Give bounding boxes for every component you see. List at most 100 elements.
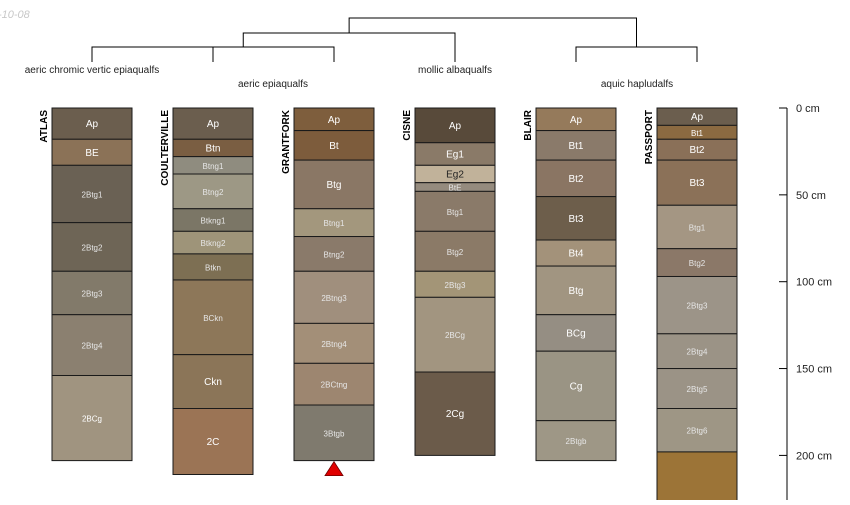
- horizon-grantfork-2bctng: [293, 362, 375, 406]
- horizon-coulterville-ckn: [172, 354, 254, 410]
- horizon-cisne-eg1-label: Eg1: [446, 150, 464, 161]
- horizon-cisne-2bcg-label: 2BCg: [445, 331, 465, 340]
- horizon-blair-bt3-label: Bt3: [568, 214, 583, 225]
- horizon-atlas-be: [51, 138, 133, 166]
- horizon-atlas-2btg2-label: 2Btg2: [82, 243, 103, 252]
- horizon-blair-2btgb: [535, 420, 617, 462]
- horizon-grantfork-bt: [293, 130, 375, 161]
- profile-passport: Ap Bt1 Bt2 Bt3 Btg1 Btg2 2Btg3 2Btg4 2Btg5 2Btg6 P…: [644, 107, 738, 505]
- horizon-coulterville-btkn-label: Btkn: [205, 263, 221, 272]
- group-label-aeric-epiaqualfs: aeric epiaqualfs: [238, 79, 308, 90]
- depth-tick-label: 150 cm: [796, 364, 832, 376]
- horizon-cisne-eg2-label: Eg2: [446, 170, 464, 181]
- horizon-grantfork-2btng4-label: 2Btng4: [321, 340, 347, 349]
- horizon-atlas-2btg2: [51, 222, 133, 272]
- horizon-blair-cg-label: Cg: [570, 381, 583, 392]
- horizon-cisne-ap-label: Ap: [449, 121, 462, 132]
- taxonomic-group-labels: aeric chromic vertic epiaqualfs aeric epi…: [25, 65, 673, 90]
- horizon-coulterville-bckn: [172, 279, 254, 356]
- horizon-grantfork-2btng3-label: 2Btng3: [321, 294, 347, 303]
- horizon-grantfork-3btgb: [293, 404, 375, 462]
- horizon-coulterville-bckn-label: BCkn: [203, 314, 223, 323]
- horizon-passport-2btg5: [656, 368, 738, 410]
- group-label-aeric-chromic-vertic-epiaqualfs: aeric chromic vertic epiaqualfs: [25, 65, 160, 76]
- horizon-atlas-2bcg: [51, 374, 133, 462]
- horizon-atlas-be-label: BE: [85, 148, 99, 159]
- horizon-coulterville-btkn: [172, 253, 254, 281]
- truncation-marker: [324, 460, 344, 477]
- horizon-passport-btg1-label: Btg1: [689, 223, 706, 232]
- horizon-coulterville-btkng1-label: Btkng1: [201, 217, 226, 226]
- profile-id-blair: BLAIR: [523, 109, 534, 140]
- horizon-cisne-btg1: [414, 190, 496, 232]
- horizon-coulterville-btng1-label: Btng1: [203, 162, 224, 171]
- horizon-atlas-ap-label: Ap: [86, 119, 99, 130]
- profile-id-coulterville: COULTERVILLE: [160, 110, 171, 186]
- horizon-cisne-2cg: [414, 371, 496, 456]
- group-label-aquic-hapludalfs: aquic hapludalfs: [601, 79, 673, 90]
- group-label-mollic-albaqualfs: mollic albaqualfs: [418, 65, 492, 76]
- horizon-atlas-2btg3: [51, 270, 133, 316]
- horizon-grantfork-btg: [293, 159, 375, 210]
- horizon-passport-btg2-label: Btg2: [689, 259, 706, 268]
- horizon-passport-bt2-label: Bt2: [689, 145, 704, 156]
- profile-grantfork: Ap Bt Btg Btng1 Btng2 2Btng3 2Btng4 2BCtng 3Btgb…: [281, 107, 375, 477]
- horizon-cisne-2cg-label: 2Cg: [446, 409, 464, 420]
- profile-cisne: Ap Eg1 Eg2 BtE Btg1 Btg2 2Btg3 2BCg 2Cg CISNE: [402, 107, 496, 456]
- horizon-passport-ap-label: Ap: [691, 112, 704, 123]
- horizon-atlas-2btg3-label: 2Btg3: [82, 289, 103, 298]
- horizon-passport-layer-10: [656, 451, 738, 505]
- dendrogram-link: [575, 46, 698, 62]
- profile-blair: Ap Bt1 Bt2 Bt3 Bt4 Btg BCg Cg 2Btgb BLAIR: [523, 107, 617, 462]
- horizon-cisne-bte-label: BtE: [449, 184, 462, 193]
- horizon-passport-btg2: [656, 248, 738, 277]
- horizon-passport-2btg6-label: 2Btg6: [687, 427, 708, 436]
- horizon-passport-2btg5-label: 2Btg5: [687, 385, 708, 394]
- corner-label: -10-08: [0, 9, 31, 21]
- profile-coulterville: Ap Btn Btng1 Btng2 Btkng1 Btkng2 Btkn BCkn Ckn 2C…: [160, 107, 254, 476]
- depth-tick-label: 100 cm: [796, 277, 832, 289]
- horizon-passport-2btg3-label: 2Btg3: [687, 302, 708, 311]
- horizon-cisne-ap: [414, 107, 496, 144]
- depth-tick-label: 50 cm: [796, 190, 826, 202]
- horizon-blair-bt2-label: Bt2: [568, 174, 583, 185]
- soil-profiles: Ap BE 2Btg1 2Btg2 2Btg3 2Btg4 2BCg ATLAS Ap Btn Bt…: [39, 107, 738, 505]
- horizon-blair-btg-label: Btg: [568, 286, 583, 297]
- horizon-grantfork-btng2: [293, 236, 375, 272]
- horizon-coulterville-btkng2-label: Btkng2: [201, 239, 226, 248]
- horizon-coulterville-btn-label: Btn: [205, 143, 220, 154]
- horizon-grantfork-btg-label: Btg: [326, 180, 341, 191]
- horizon-grantfork-3btgb-label: 3Btgb: [324, 429, 345, 438]
- horizon-grantfork-bt-label: Bt: [329, 141, 339, 152]
- horizon-coulterville-2c-label: 2C: [207, 437, 220, 448]
- horizon-coulterville-2c: [172, 408, 254, 476]
- horizon-passport-2btg4-label: 2Btg4: [687, 348, 708, 357]
- profile-id-cisne: CISNE: [402, 110, 413, 141]
- horizon-atlas-ap: [51, 107, 133, 140]
- dendrogram-link: [348, 17, 637, 47]
- horizon-grantfork-btng1: [293, 208, 375, 238]
- dendrogram-link: [152, 46, 335, 62]
- horizon-atlas-2btg1: [51, 164, 133, 224]
- horizon-coulterville-ap-label: Ap: [207, 119, 220, 130]
- horizon-blair-bt4: [535, 239, 617, 267]
- horizon-blair-bt1: [535, 130, 617, 161]
- horizon-grantfork-btng1-label: Btng1: [324, 219, 345, 228]
- horizon-blair-bt2: [535, 159, 617, 198]
- horizon-cisne-2btg3: [414, 270, 496, 298]
- horizon-blair-btg: [535, 265, 617, 316]
- profile-id-atlas: ATLAS: [39, 110, 50, 143]
- horizon-cisne-btg2: [414, 230, 496, 272]
- horizon-blair-ap-label: Ap: [570, 115, 583, 126]
- horizon-cisne-btg2-label: Btg2: [447, 248, 464, 257]
- horizon-passport-btg1: [656, 204, 738, 250]
- horizon-passport-2btg3: [656, 275, 738, 335]
- horizon-passport-bt3: [656, 159, 738, 206]
- horizon-grantfork-ap-label: Ap: [328, 115, 341, 126]
- horizon-cisne-2btg3-label: 2Btg3: [445, 281, 466, 290]
- horizon-blair-2btgb-label: 2Btgb: [566, 437, 587, 446]
- horizon-blair-bt4-label: Bt4: [568, 249, 583, 260]
- horizon-cisne-2bcg: [414, 296, 496, 373]
- horizon-atlas-2btg4-label: 2Btg4: [82, 342, 103, 351]
